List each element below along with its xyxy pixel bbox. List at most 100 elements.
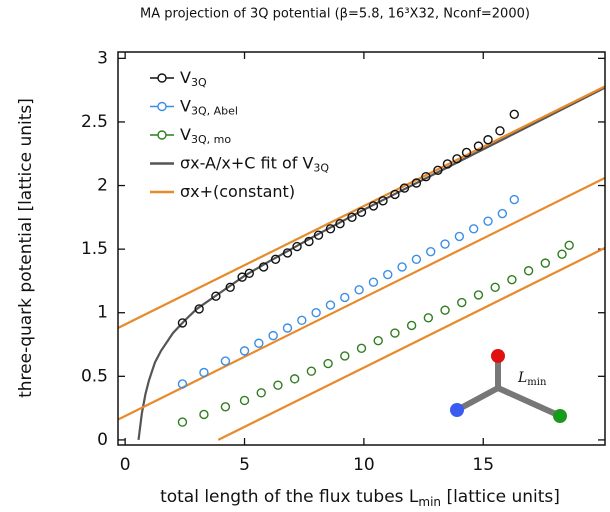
- legend-name: V: [180, 68, 191, 87]
- data-point: [397, 262, 407, 272]
- data-point: [433, 165, 443, 175]
- data-point: [220, 402, 231, 412]
- x-tick-label: 0: [120, 455, 131, 475]
- data-point: [406, 320, 417, 331]
- data-point: [483, 216, 493, 226]
- data-point: [256, 388, 266, 398]
- x-axis-label: total length of the flux tubes Lmin [lat…: [160, 487, 560, 509]
- data-point: [440, 305, 450, 315]
- data-point: [282, 248, 293, 258]
- data-point: [356, 207, 367, 217]
- data-point: [383, 269, 393, 280]
- quark-green: [553, 409, 567, 423]
- data-point: [325, 224, 336, 234]
- data-point: [378, 196, 388, 206]
- data-point: [373, 336, 383, 346]
- chart-title: MA projection of 3Q potential (β=5.8, 16…: [140, 7, 530, 22]
- legend-label: V3Q, Abel: [180, 96, 238, 118]
- data-point: [457, 297, 467, 308]
- inset-label-main: L: [517, 370, 527, 386]
- legend-name: σx+(constant): [180, 182, 295, 201]
- data-point: [473, 141, 484, 151]
- data-point: [225, 282, 235, 292]
- data-point: [313, 230, 324, 240]
- data-point: [426, 246, 436, 257]
- data-point: [390, 328, 400, 338]
- y-tick-label: 2: [97, 176, 108, 196]
- data-point: [540, 258, 551, 268]
- data-point: [509, 109, 519, 120]
- data-point: [177, 318, 188, 328]
- data-point: [254, 338, 264, 348]
- data-point: [440, 239, 450, 249]
- data-point: [507, 274, 517, 285]
- data-point: [199, 367, 209, 378]
- data-point: [270, 254, 281, 265]
- data-point: [483, 135, 493, 145]
- data-point: [306, 366, 317, 376]
- x-label-sub: min: [418, 495, 441, 509]
- x-tick-label: 5: [239, 455, 250, 475]
- data-point: [399, 183, 410, 193]
- data-point: [239, 395, 250, 406]
- series-line: [118, 85, 605, 441]
- legend-label: σx-A/x+C fit of V3Q: [180, 153, 329, 175]
- data-point: [239, 346, 250, 356]
- data-point: [282, 323, 293, 333]
- legend-marker: [157, 73, 167, 83]
- three-quark-diagram: Lmin: [450, 349, 567, 423]
- data-point: [304, 236, 314, 247]
- data-point: [469, 224, 479, 234]
- legend-sub: 3Q: [313, 162, 329, 175]
- data-point: [454, 231, 465, 242]
- y-tick-label: 1: [97, 303, 108, 323]
- legend-name: σx-A/x+C fit of V: [180, 153, 313, 172]
- data-point: [490, 282, 500, 292]
- data-point: [411, 178, 422, 188]
- data-point: [354, 285, 364, 295]
- data-point: [473, 290, 484, 300]
- data-point: [177, 417, 188, 427]
- y-tick-label: 0.5: [81, 366, 108, 386]
- data-point: [273, 380, 283, 390]
- legend-name: V: [180, 125, 191, 144]
- data-point: [340, 351, 350, 361]
- data-point: [297, 315, 307, 326]
- y-tick-label: 1.5: [81, 239, 108, 259]
- data-point: [194, 304, 204, 314]
- data-point: [292, 241, 302, 252]
- y-tick-label: 3: [97, 48, 108, 68]
- data-point: [347, 212, 357, 223]
- data-point: [220, 356, 231, 366]
- flux-tube: [496, 385, 560, 418]
- y-tick-label: 0: [97, 430, 108, 450]
- legend-label: σx+(constant): [180, 182, 295, 201]
- data-point: [289, 374, 300, 384]
- data-point: [177, 379, 188, 389]
- data-point: [325, 300, 336, 310]
- data-point: [452, 154, 462, 164]
- y-tick-label: 2.5: [81, 112, 108, 132]
- data-point: [523, 266, 534, 276]
- data-point: [368, 201, 379, 211]
- data-point: [311, 308, 321, 318]
- y-axis-label: three-quark potential [lattice units]: [16, 98, 36, 398]
- data-point: [461, 147, 472, 158]
- plot-area: [118, 85, 605, 441]
- data-point: [442, 159, 453, 169]
- inset-label-sub: min: [527, 377, 547, 388]
- data-point: [237, 272, 247, 282]
- x-tick-label: 15: [472, 455, 494, 475]
- data-point: [423, 313, 434, 323]
- legend-label: V3Q: [180, 68, 207, 90]
- data-point: [411, 254, 422, 265]
- data-point: [323, 358, 333, 369]
- legend-sub: 3Q: [191, 76, 207, 89]
- data-point: [497, 208, 508, 219]
- data-point: [335, 218, 345, 229]
- legend-marker: [157, 101, 167, 112]
- x-label-text: total length of the flux tubes L: [160, 487, 419, 507]
- data-point: [368, 277, 379, 287]
- quark-red: [491, 349, 505, 363]
